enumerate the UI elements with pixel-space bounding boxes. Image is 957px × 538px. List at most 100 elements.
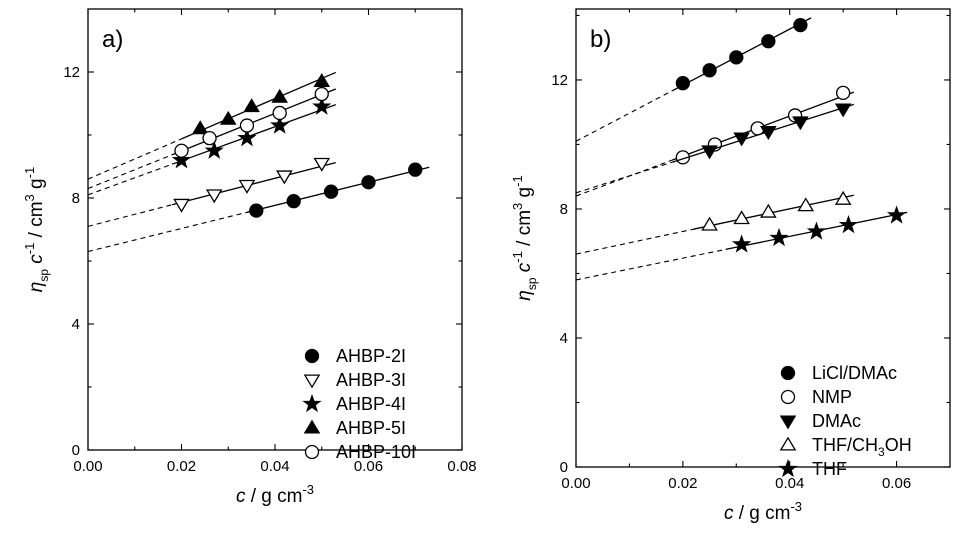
data-point xyxy=(838,214,859,234)
data-point xyxy=(271,88,288,103)
data-point xyxy=(760,126,777,140)
plot-frame xyxy=(575,8,951,468)
legend-marker xyxy=(303,419,321,434)
extrapolation-line xyxy=(87,154,173,190)
y-tick-label: 12 xyxy=(63,64,80,81)
legend-marker xyxy=(304,444,320,460)
legend-label: AHBP-5I xyxy=(336,418,406,438)
legend-marker xyxy=(778,458,798,478)
x-axis-title: c / g cm-3 xyxy=(724,499,802,524)
extrapolation-line xyxy=(87,138,182,180)
data-point xyxy=(313,73,331,87)
y-tick-label: 8 xyxy=(72,190,80,207)
y-axis-title: ηsp c-1 / cm3 g-1 xyxy=(22,167,51,292)
data-point xyxy=(792,116,809,131)
legend-label: AHBP-4I xyxy=(336,394,406,414)
x-tick-label: 0.00 xyxy=(561,475,590,492)
legend-label: AHBP-3I xyxy=(336,370,406,390)
data-point xyxy=(886,205,907,224)
data-point xyxy=(797,197,815,212)
chart-panel-b: 0.00 0.02 0.04 0.06 0 4 8 12 b) LiCl/DMAc NMP DMAc T… xyxy=(510,8,951,524)
extrapolation-line xyxy=(575,159,673,197)
data-point xyxy=(238,179,256,194)
extrapolation-line xyxy=(87,204,173,227)
data-point xyxy=(173,198,190,213)
x-axis-title: c / g cm-3 xyxy=(236,482,314,507)
data-point xyxy=(769,227,789,247)
legend-marker xyxy=(302,393,322,413)
data-point xyxy=(205,189,223,204)
fit-line xyxy=(171,162,336,206)
fit-line xyxy=(181,71,337,140)
legend-marker xyxy=(303,374,321,389)
y-tick-label: 4 xyxy=(560,330,568,347)
data-point xyxy=(729,50,744,65)
data-point xyxy=(191,120,209,135)
y-axis-title: ηsp c-1 / cm3 g-1 xyxy=(510,175,539,300)
panel-label: b) xyxy=(590,26,611,53)
extrapolation-line xyxy=(575,228,694,255)
y-tick-label: 0 xyxy=(72,442,80,459)
fit-line xyxy=(171,88,337,156)
legend-label: AHBP-2I xyxy=(336,346,406,366)
data-point xyxy=(793,17,808,33)
data-point xyxy=(286,193,301,209)
extrapolation-line xyxy=(87,163,173,196)
legend-marker xyxy=(780,389,796,405)
data-point xyxy=(733,132,750,147)
y-tick-label: 4 xyxy=(72,316,80,333)
legend-marker xyxy=(779,415,797,430)
data-point xyxy=(237,128,257,147)
data-point xyxy=(314,86,329,102)
data-point xyxy=(249,203,264,218)
x-tick-label: 0.04 xyxy=(775,475,804,492)
data-point xyxy=(276,170,293,185)
legend-label: DMAc xyxy=(812,411,861,431)
x-tick-label: 0.06 xyxy=(354,458,383,475)
extrapolation-line xyxy=(575,90,673,142)
data-point xyxy=(675,76,691,91)
panel-label: a) xyxy=(102,26,123,53)
x-tick-label: 0.08 xyxy=(447,458,476,475)
data-point xyxy=(270,115,290,134)
legend-marker xyxy=(780,365,796,381)
data-point xyxy=(312,96,332,115)
data-point xyxy=(272,105,287,121)
extrapolation-line xyxy=(575,248,726,281)
data-point xyxy=(761,34,776,49)
data-point xyxy=(701,145,718,160)
data-point xyxy=(361,175,376,190)
data-point xyxy=(733,210,750,225)
data-point xyxy=(202,130,217,146)
x-tick-label: 0.00 xyxy=(73,458,102,475)
data-point xyxy=(174,143,189,158)
data-point xyxy=(408,162,423,177)
chart-panel-a: 0.00 0.02 0.04 0.06 0.08 0 4 8 12 a) AHBP-2I AHBP-3… xyxy=(22,8,477,507)
fit-line xyxy=(246,166,430,213)
legend-label: THF/CH3OH xyxy=(812,435,912,459)
data-point xyxy=(239,118,255,133)
x-tick-label: 0.02 xyxy=(167,458,196,475)
legend-marker xyxy=(779,436,797,451)
data-point xyxy=(760,203,777,218)
fit-line xyxy=(171,103,336,165)
data-point xyxy=(732,234,752,253)
data-point xyxy=(204,140,224,159)
data-point xyxy=(313,157,331,172)
extrapolation-line xyxy=(575,161,673,194)
x-tick-label: 0.06 xyxy=(882,475,911,492)
data-point xyxy=(835,85,851,101)
data-point xyxy=(834,103,852,118)
x-tick-label: 0.02 xyxy=(668,475,697,492)
x-tick-label: 0.04 xyxy=(260,458,289,475)
data-point xyxy=(701,216,718,231)
data-point xyxy=(702,63,717,78)
y-tick-label: 12 xyxy=(551,72,568,89)
data-point xyxy=(243,98,260,113)
legend-marker xyxy=(304,348,320,364)
y-tick-label: 0 xyxy=(560,459,568,476)
data-point xyxy=(806,221,827,240)
legend-label: AHBP-10I xyxy=(336,442,416,462)
data-point xyxy=(171,150,192,169)
